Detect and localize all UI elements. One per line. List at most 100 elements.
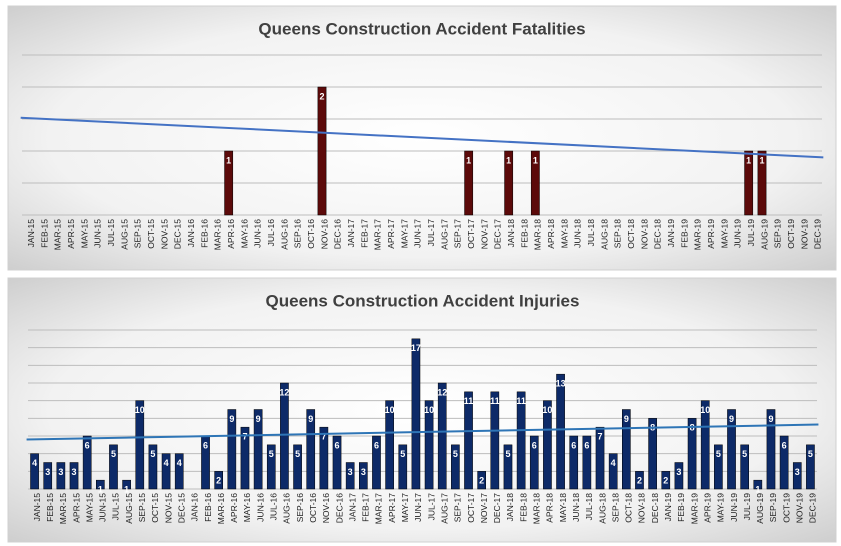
value-label: 17: [411, 343, 421, 353]
value-label: 2: [216, 476, 221, 486]
x-tick-label: SEP-17: [453, 219, 463, 249]
bar: [530, 150, 540, 216]
bar: [95, 479, 105, 490]
x-tick-label: SEP-18: [613, 219, 623, 249]
bar: [43, 462, 53, 490]
bar: [740, 444, 750, 490]
x-tick-label: APR-19: [702, 493, 712, 523]
value-label: 1: [98, 485, 103, 495]
x-tick-label: JAN-16: [186, 219, 196, 248]
x-tick-label: MAY-19: [719, 219, 729, 249]
bar: [161, 453, 171, 490]
value-label: 3: [676, 467, 681, 477]
x-tick-label: DEC-15: [173, 219, 183, 250]
bar: [621, 409, 631, 490]
chart-title: Queens Construction Accident Fatalities: [258, 19, 585, 38]
x-tick-label: JUN-17: [413, 493, 423, 522]
value-label: 5: [453, 449, 458, 459]
value-label: 10: [424, 405, 434, 415]
x-tick-label: OCT-16: [306, 219, 316, 249]
x-tick-label: MAY-15: [79, 219, 89, 249]
bar: [224, 150, 234, 216]
bar: [319, 426, 329, 490]
bar: [385, 400, 394, 490]
x-tick-label: NOV-16: [321, 493, 331, 524]
x-tick-label: MAR-18: [533, 219, 543, 250]
x-tick-label: DEC-19: [813, 219, 823, 250]
x-tick-label: OCT-19: [781, 493, 791, 523]
value-label: 5: [505, 449, 510, 459]
value-label: 11: [516, 396, 526, 406]
value-label: 3: [361, 467, 366, 477]
value-label: 3: [72, 467, 77, 477]
x-tick-label: JUN-16: [255, 493, 265, 522]
value-label: 13: [556, 379, 566, 389]
bar: [674, 462, 684, 490]
x-tick-label: JUL-19: [742, 493, 752, 521]
bar: [306, 409, 316, 490]
x-tick-label: MAR-16: [216, 493, 226, 524]
x-tick-label: JAN-19: [663, 493, 673, 522]
bar: [332, 435, 342, 490]
bar: [240, 426, 250, 490]
x-tick-label: NOV-16: [319, 219, 329, 250]
bar: [490, 391, 500, 490]
bar: [372, 435, 381, 490]
x-tick-label: MAY-16: [239, 219, 249, 249]
bar: [635, 471, 644, 490]
value-label: 9: [624, 414, 629, 424]
x-tick-label: FEB-15: [45, 493, 55, 522]
bar: [766, 409, 776, 490]
x-tick-label: JUN-19: [733, 219, 743, 248]
value-label: 9: [229, 414, 234, 424]
value-label: 5: [742, 449, 747, 459]
value-label: 1: [755, 485, 760, 495]
bar: [135, 400, 145, 490]
value-label: 2: [319, 91, 324, 101]
value-label: 4: [177, 458, 182, 468]
x-tick-label: NOV-17: [479, 219, 489, 250]
bar: [280, 382, 289, 490]
x-tick-label: MAR-17: [374, 493, 384, 524]
x-tick-label: SEP-19: [773, 219, 783, 249]
x-tick-label: JUL-16: [269, 493, 279, 521]
x-tick-label: DEC-17: [492, 493, 502, 524]
value-label: 6: [85, 440, 90, 450]
x-tick-label: JUN-15: [98, 493, 108, 522]
bar: [174, 453, 184, 490]
x-tick-label: NOV-15: [163, 493, 173, 524]
x-tick-label: JUL-15: [106, 219, 116, 247]
x-tick-label: OCT-18: [624, 493, 634, 523]
value-label: 6: [374, 440, 379, 450]
bar: [569, 435, 579, 490]
value-label: 9: [308, 414, 313, 424]
x-tick-label: NOV-17: [479, 493, 489, 524]
x-tick-label: NOV-18: [639, 219, 649, 250]
bar: [714, 444, 723, 490]
x-tick-label: MAR-18: [532, 493, 542, 524]
x-tick-label: AUG-15: [119, 219, 129, 250]
bar: [543, 400, 552, 490]
x-tick-label: MAY-15: [84, 493, 94, 523]
x-tick-label: JUL-17: [426, 219, 436, 247]
x-tick-label: JUL-19: [746, 219, 756, 247]
value-label: 12: [437, 387, 447, 397]
value-label: 9: [768, 414, 773, 424]
bar: [556, 373, 565, 490]
value-label: 3: [348, 467, 353, 477]
value-label: 1: [124, 485, 129, 495]
x-tick-label: MAR-15: [58, 493, 68, 524]
x-tick-label: SEP-16: [295, 493, 305, 523]
x-tick-label: JUL-16: [266, 219, 276, 247]
x-tick-label: OCT-19: [786, 219, 796, 249]
value-label: 4: [32, 458, 37, 468]
x-tick-label: FEB-15: [39, 219, 49, 248]
x-tick-label: NOV-18: [637, 493, 647, 524]
trendline: [26, 423, 819, 441]
value-label: 6: [532, 440, 537, 450]
x-tick-label: AUG-18: [597, 493, 607, 524]
value-label: 7: [321, 432, 326, 442]
value-label: 11: [464, 396, 474, 406]
value-label: 10: [385, 405, 395, 415]
x-tick-label: NOV-19: [799, 219, 809, 250]
